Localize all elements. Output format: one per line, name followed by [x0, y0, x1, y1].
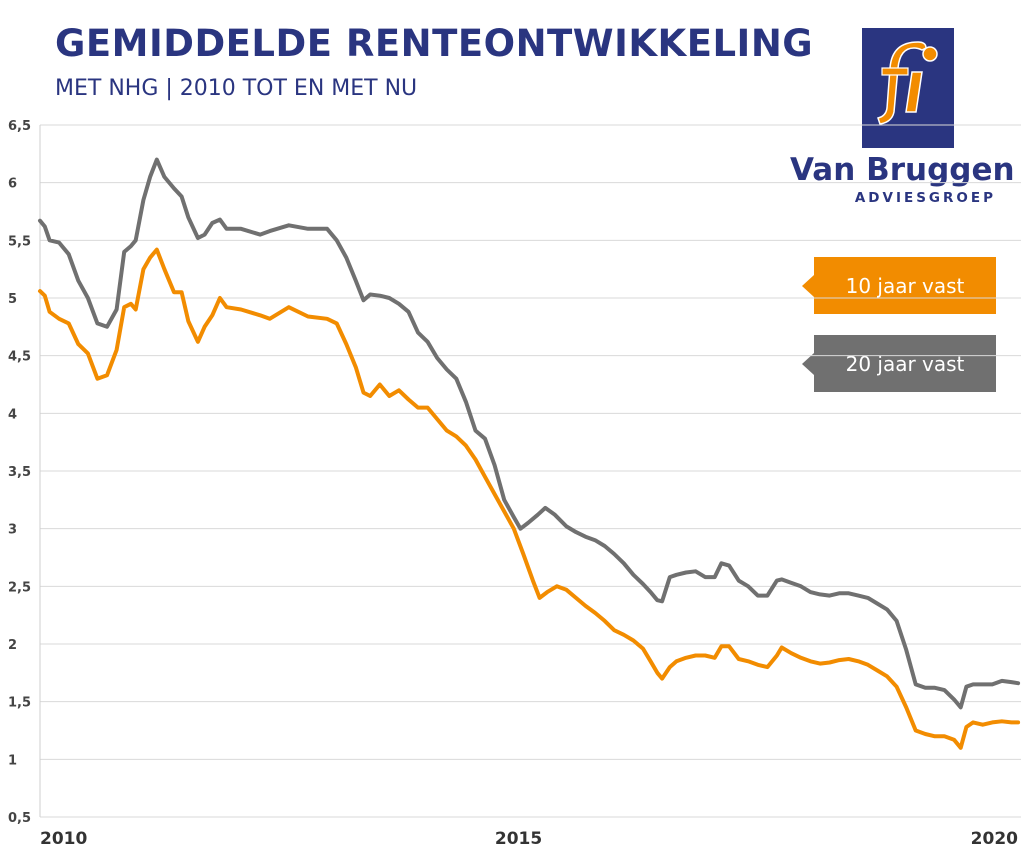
- y-tick-label: 3: [8, 523, 17, 538]
- x-tick-label: 2015: [495, 829, 542, 849]
- series-line-10-jaar-vast: [38, 247, 1021, 750]
- legend-pointer-icon: [802, 275, 814, 297]
- series: [38, 157, 1021, 750]
- y-tick-label: 2: [8, 638, 17, 653]
- y-tick-label: 0,5: [8, 811, 31, 826]
- y-tick-label: 1: [8, 753, 17, 768]
- x-tick-label: 2020: [971, 829, 1018, 849]
- x-tick-label: 2010: [40, 829, 87, 849]
- grid: [39, 124, 1021, 818]
- y-tick-label: 3,5: [8, 465, 31, 480]
- logo-mark: [862, 28, 954, 148]
- chart-title: GEMIDDELDE RENTEONTWIKKELING: [55, 22, 814, 65]
- fi-logo-icon: [877, 41, 938, 125]
- y-tick-label: 1,5: [8, 696, 31, 711]
- x-axis-ticks: 2010 2015 2020: [40, 829, 1018, 849]
- logo-subtitle: ADVIESGROEP: [854, 190, 996, 206]
- chart-subtitle: MET NHG | 2010 TOT EN MET NU: [55, 76, 418, 101]
- y-tick-label: 2,5: [8, 580, 31, 595]
- y-tick-label: 6,5: [8, 119, 31, 134]
- y-tick-label: 5,5: [8, 234, 31, 249]
- legend-item-20-jaar: 20 jaar vast: [802, 335, 996, 392]
- y-tick-label: 4,5: [8, 350, 31, 365]
- y-tick-label: 4: [8, 407, 17, 422]
- legend-pointer-icon: [802, 353, 814, 375]
- y-tick-label: 6: [8, 177, 17, 192]
- legend-item-10-jaar: 10 jaar vast: [802, 257, 996, 314]
- y-tick-label: 5: [8, 292, 17, 307]
- legend-label: 10 jaar vast: [845, 273, 965, 298]
- y-axis-ticks: 0,5 1 1,5 2 2,5 3 3,5 4 4,5 5 5,5 6 6,5: [8, 119, 31, 826]
- logo-name: Van Bruggen: [790, 152, 1015, 188]
- series-line-20-jaar-vast: [38, 157, 1021, 710]
